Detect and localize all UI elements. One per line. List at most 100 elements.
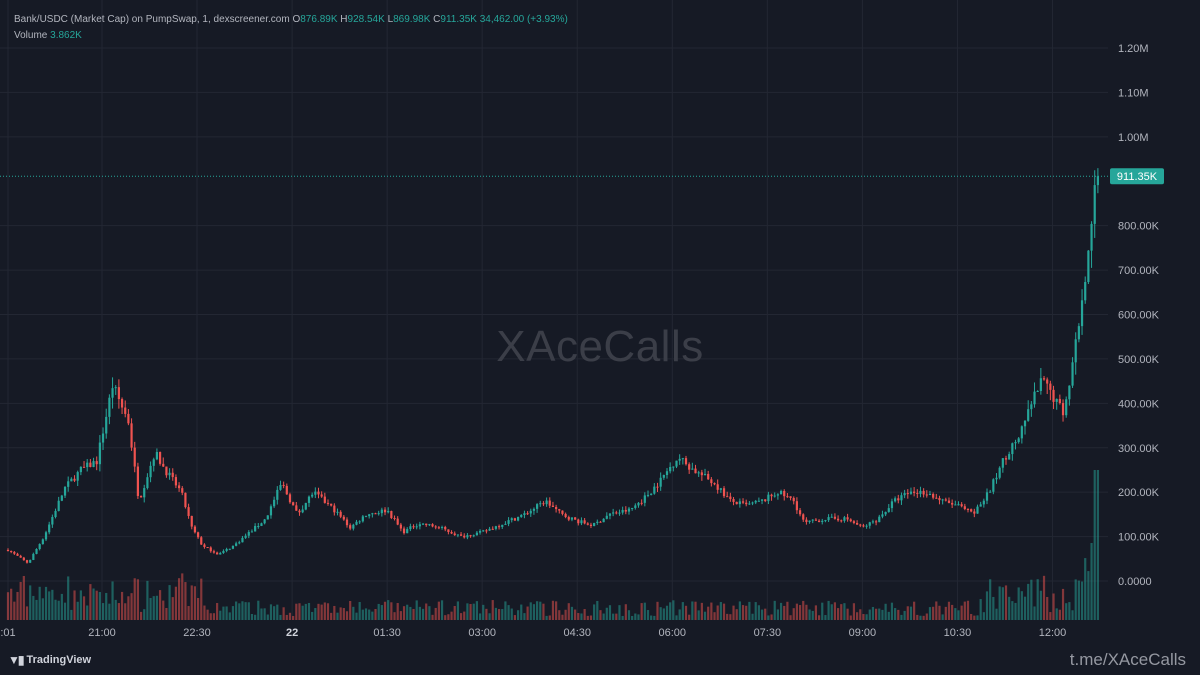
volume-bar	[352, 606, 355, 620]
volume-bar	[1084, 558, 1087, 620]
volume-bar	[155, 595, 159, 620]
volume-bar	[567, 603, 570, 620]
volume-bar	[840, 604, 843, 620]
candlesticks	[6, 168, 1099, 564]
volume-bar	[425, 603, 428, 620]
candle-body	[970, 509, 973, 512]
x-tick-label: 22:30	[183, 627, 211, 639]
candle-body	[295, 505, 298, 511]
volume-bar	[339, 607, 342, 620]
volume-bar	[127, 596, 130, 620]
candle-body	[187, 507, 190, 516]
volume-bar	[684, 605, 688, 620]
volume-bar	[865, 614, 868, 620]
candle-body	[542, 503, 545, 505]
volume-bar	[421, 608, 425, 620]
candle-body	[285, 485, 288, 495]
volume-bar	[764, 608, 767, 620]
volume-bar	[130, 593, 133, 620]
candle-body	[989, 491, 992, 493]
candle-body	[1017, 438, 1020, 443]
candle-body	[1055, 398, 1058, 402]
candle-body	[193, 526, 197, 533]
candle-body	[273, 499, 276, 507]
volume-bar	[710, 602, 713, 620]
volume-bar	[516, 610, 520, 620]
candle-body	[995, 477, 998, 480]
volume-bar	[817, 615, 821, 620]
candle-body	[155, 452, 159, 460]
candle-body	[589, 524, 593, 526]
candle-body	[472, 535, 475, 537]
candle-body	[364, 516, 368, 518]
candle-body	[1001, 458, 1004, 468]
candle-body	[513, 518, 517, 521]
volume-bar	[193, 586, 197, 620]
volume-bar	[390, 602, 393, 620]
volume-bar	[383, 601, 387, 620]
volume-bar	[985, 591, 989, 620]
volume-bar	[174, 586, 178, 620]
candle-body	[339, 511, 342, 517]
volume-label[interactable]: Volume	[14, 30, 48, 41]
volume-bar	[669, 602, 672, 620]
candle-body	[561, 510, 564, 514]
volume-bar	[849, 615, 852, 620]
candle-body	[789, 496, 792, 498]
candle-body	[276, 489, 279, 500]
candle-body	[637, 502, 640, 506]
volume-bar	[222, 606, 225, 620]
volume-bar	[507, 605, 510, 620]
candle-body	[86, 462, 89, 468]
volume-bar	[722, 603, 726, 620]
volume-bar	[916, 614, 919, 620]
candle-body	[852, 521, 856, 523]
candle-body	[1074, 339, 1077, 363]
volume-bar	[428, 606, 431, 620]
volume-bar	[783, 605, 786, 620]
volume-bar	[526, 606, 529, 620]
candle-body	[225, 549, 228, 551]
candle-body	[206, 547, 209, 549]
volume-bar	[615, 613, 618, 620]
candle-body	[124, 407, 127, 414]
candle-body	[932, 493, 935, 498]
volume-bar	[789, 615, 792, 620]
volume-bar	[884, 603, 887, 620]
candle-body	[266, 515, 269, 520]
volume-bar	[951, 604, 954, 620]
volume-bar	[627, 610, 631, 620]
candle-body	[247, 532, 250, 536]
candle-body	[336, 511, 339, 513]
volume-bar	[979, 599, 982, 620]
candle-body	[412, 526, 415, 528]
volume-bar	[618, 605, 621, 620]
close-value: 911.35K	[440, 14, 477, 25]
candle-body	[120, 399, 124, 408]
volume-bar	[773, 600, 776, 620]
chart-legend: Bank/USDC (Market Cap) on PumpSwap, 1, d…	[14, 12, 568, 44]
candle-body	[691, 468, 694, 470]
volume-bar	[992, 596, 995, 620]
candle-body	[773, 495, 776, 497]
tradingview-logo[interactable]: ▼▮ TradingView	[8, 653, 91, 667]
candle-body	[532, 508, 536, 511]
x-tick-label: 06:00	[659, 627, 687, 639]
volume-bar	[878, 608, 881, 620]
candle-body	[865, 525, 868, 527]
candle-body	[634, 505, 637, 508]
volume-bar	[200, 578, 203, 620]
candle-body	[1027, 409, 1030, 421]
last-price-tag-text: 911.35K	[1117, 171, 1158, 183]
volume-bar	[168, 585, 171, 620]
volume-bar	[827, 600, 830, 620]
time-axis[interactable]: :01 21:00 22:30 22 01:30 03:00 04:30 06:00 07:30…	[0, 627, 1066, 639]
volume-bar	[6, 592, 10, 620]
symbol-title[interactable]: Bank/USDC (Market Cap) on PumpSwap, 1, d…	[14, 14, 290, 25]
price-axis[interactable]: 1.20M 1.10M 1.00M 800.00K 700.00K 600.00K 500.…	[1118, 43, 1160, 588]
volume-bar	[643, 602, 646, 620]
volume-bar	[412, 608, 415, 620]
volume-bar	[577, 613, 580, 620]
candle-body	[301, 509, 304, 513]
